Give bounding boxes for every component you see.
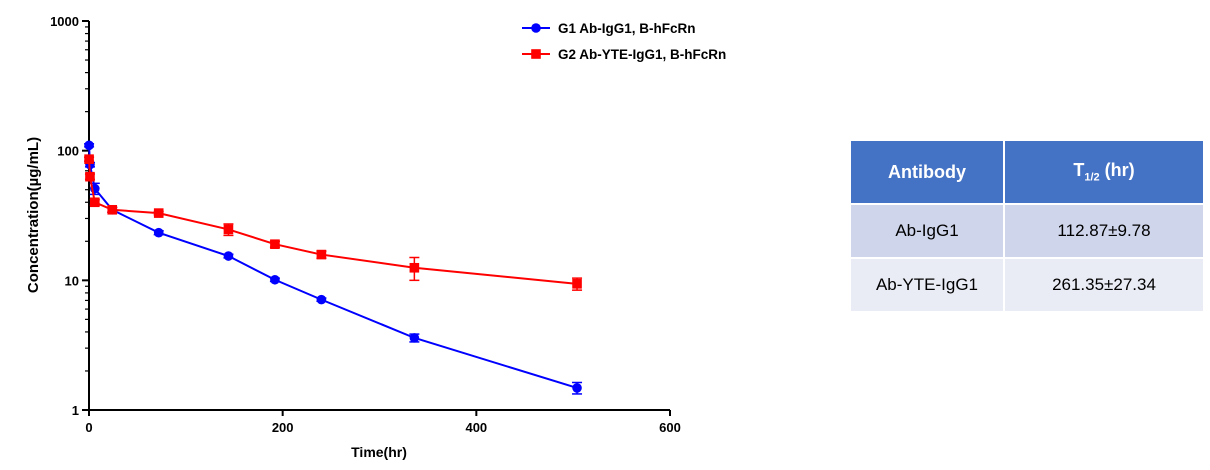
header-antibody: Antibody [851, 141, 1005, 204]
x-axis-label: Time(hr) [351, 444, 407, 460]
y-axis-label: Concentration(µg/mL) [25, 137, 42, 293]
header-half-life-sub: 1/2 [1084, 171, 1100, 184]
data-point [84, 154, 94, 164]
data-point [572, 279, 582, 289]
cell-antibody: Ab-IgG1 [851, 203, 1005, 258]
data-point [316, 294, 327, 305]
legend-marker [531, 49, 541, 59]
series-line [88, 145, 578, 389]
y-tick-label: 10 [65, 273, 79, 288]
data-point [84, 140, 94, 151]
series-line [88, 159, 578, 285]
x-tick-label: 0 [85, 420, 92, 435]
data-point [153, 208, 164, 218]
series-1 [84, 140, 583, 395]
data-point [90, 197, 100, 208]
data-point [270, 274, 280, 285]
data-point [85, 171, 95, 182]
table-header-row: Antibody T1/2 (hr) [851, 141, 1203, 204]
header-half-life-unit: (hr) [1099, 160, 1135, 181]
data-point [223, 224, 234, 235]
data-point [316, 249, 327, 260]
cell-half-life: 261.35±27.34 [1004, 257, 1203, 311]
legend-label: G1 Ab-IgG1, B-hFcRn [558, 21, 696, 36]
x-tick-label: 200 [272, 420, 294, 435]
legend: G1 Ab-IgG1, B-hFcRn G2 Ab-YTE-IgG1, B-hFc… [522, 21, 726, 62]
header-half-life: T1/2 (hr) [1004, 141, 1203, 204]
legend-item: G1 Ab-IgG1, B-hFcRn [522, 21, 696, 36]
cell-antibody: Ab-YTE-IgG1 [851, 257, 1005, 311]
table-row: Ab-IgG1 112.87±9.78 [851, 203, 1203, 258]
series-layer [84, 140, 583, 395]
axis-ticks: 0 200 400 600 1 10 100 1000 [50, 14, 681, 435]
legend-label: G2 Ab-YTE-IgG1, B-hFcRn [558, 47, 726, 62]
x-tick-label: 400 [465, 420, 487, 435]
data-point [409, 333, 420, 343]
data-point [409, 262, 420, 273]
x-tick-label: 600 [659, 420, 681, 435]
y-tick-label: 1000 [50, 14, 79, 29]
legend-item: G2 Ab-YTE-IgG1, B-hFcRn [522, 47, 726, 62]
pk-chart: 0 200 400 600 1 10 100 1000 G1 Ab-IgG1, B-hFcRn… [25, 14, 726, 460]
table-row: Ab-YTE-IgG1 261.35±27.34 [851, 257, 1203, 311]
data-point [572, 383, 582, 393]
data-point [223, 251, 234, 261]
data-point [107, 204, 118, 215]
series-2 [84, 154, 583, 291]
half-life-table: Antibody T1/2 (hr) Ab-IgG1 112.87±9.78 A… [851, 141, 1203, 311]
legend-marker [531, 23, 541, 33]
chart-axes [88, 21, 670, 411]
y-tick-label: 1 [72, 403, 79, 418]
cell-half-life: 112.87±9.78 [1004, 203, 1203, 258]
header-half-life-main: T [1073, 160, 1085, 181]
data-point [270, 239, 280, 249]
data-point [153, 227, 164, 238]
y-tick-label: 100 [57, 144, 79, 159]
